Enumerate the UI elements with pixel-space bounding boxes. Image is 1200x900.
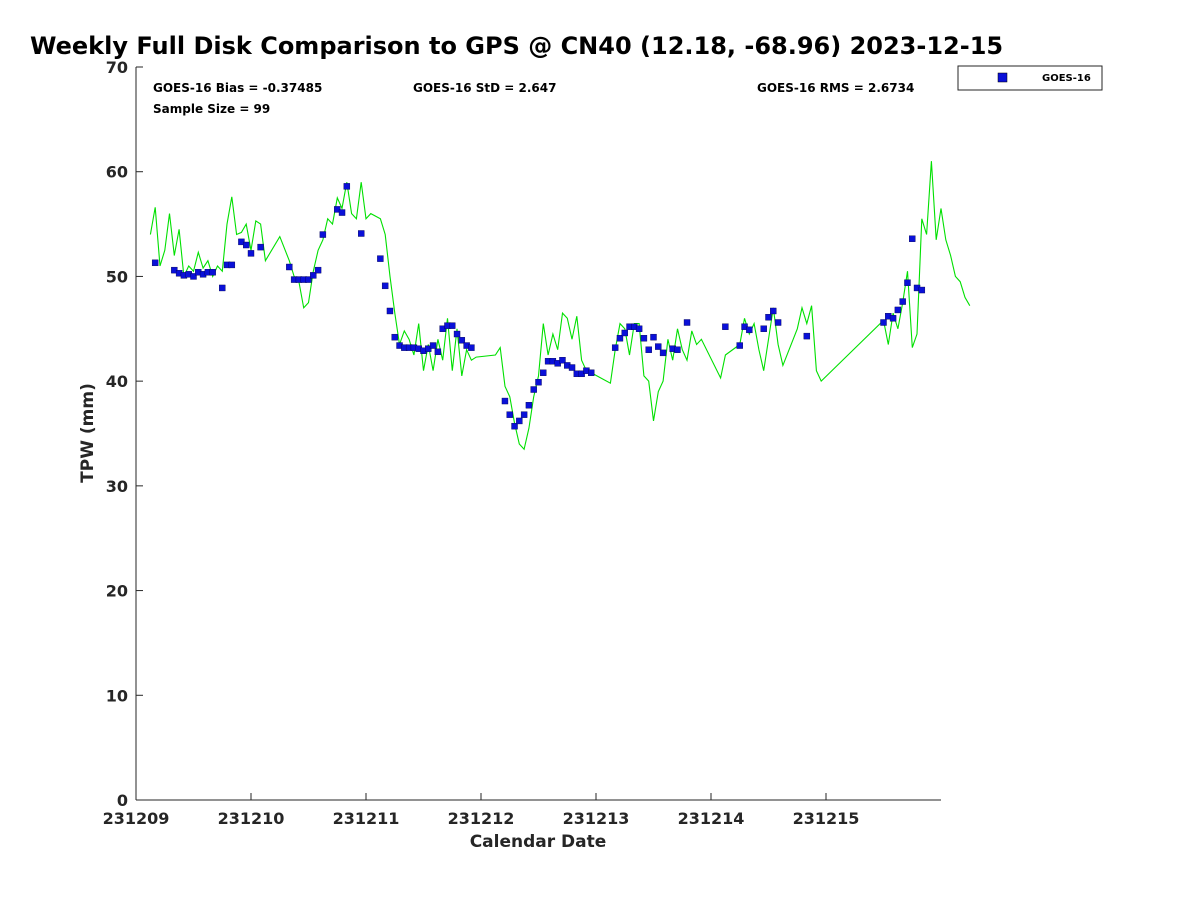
goes-series (151, 183, 926, 430)
goes-point (468, 344, 475, 351)
y-tick-label: 40 (106, 372, 128, 391)
goes-point (310, 272, 317, 279)
goes-point (736, 342, 743, 349)
goes-point (650, 333, 657, 341)
x-axis-ticks: 231209 231210 231211 231212 231213 231214 2312… (103, 793, 860, 828)
goes-point (391, 333, 398, 341)
goes-point (516, 417, 523, 425)
y-tick-label: 60 (106, 163, 128, 182)
goes-point (434, 348, 442, 356)
goes-point (645, 346, 652, 353)
goes-point (243, 241, 250, 249)
legend-label-goes: GOES-16 (1042, 73, 1091, 84)
goes-point (904, 279, 911, 286)
stat-sample-size: Sample Size = 99 (153, 102, 270, 116)
y-tick-label: 0 (117, 791, 128, 810)
x-tick-label: 231211 (333, 809, 400, 828)
goes-point (358, 230, 365, 237)
x-tick-label: 231212 (448, 809, 515, 828)
goes-point (247, 250, 255, 257)
goes-point (525, 402, 533, 409)
gps-line (149, 161, 971, 451)
goes-point (286, 263, 293, 271)
goes-point (803, 332, 811, 340)
goes-point (449, 322, 456, 329)
legend-box (957, 65, 1103, 91)
goes-point (880, 319, 887, 326)
x-tick-label: 231210 (218, 809, 285, 828)
goes-point (511, 422, 518, 430)
goes-point (209, 269, 216, 276)
goes-point (305, 276, 312, 283)
goes-point (386, 307, 394, 315)
stat-std: GOES-16 StD = 2.647 (413, 81, 556, 95)
goes-point (381, 282, 389, 290)
stat-bias: GOES-16 Bias = -0.37485 (153, 81, 322, 95)
x-tick-label: 231213 (563, 809, 630, 828)
goes-point (343, 183, 351, 190)
goes-point (683, 319, 691, 326)
goes-point (559, 357, 566, 364)
goes-point (899, 298, 906, 305)
goes-point (611, 344, 619, 351)
goes-point (774, 319, 782, 326)
y-axis-ticks: 0 10 20 30 40 50 60 70 (106, 58, 143, 810)
goes-point (190, 273, 197, 280)
goes-point (894, 306, 902, 314)
goes-point (506, 411, 513, 418)
y-tick-label: 70 (106, 58, 128, 77)
legend-marker-goes (997, 72, 1008, 83)
goes-point (722, 323, 729, 330)
goes-point (501, 397, 509, 405)
goes-point (616, 335, 624, 342)
goes-point (621, 329, 628, 337)
plot-area (136, 67, 941, 800)
goes-point (535, 378, 542, 386)
x-axis-label: Calendar Date (470, 832, 607, 852)
goes-point (659, 349, 667, 357)
x-tick-label: 231214 (678, 809, 745, 828)
x-tick-label: 231209 (103, 809, 170, 828)
gps-series (149, 161, 971, 451)
goes-point (151, 259, 159, 267)
goes-point (429, 342, 437, 349)
goes-point (588, 369, 595, 376)
x-tick-label: 231215 (793, 809, 860, 828)
y-tick-label: 50 (106, 267, 128, 286)
goes-point (530, 386, 537, 393)
goes-point (458, 337, 466, 344)
goes-point (746, 326, 753, 334)
goes-point (453, 330, 461, 338)
goes-point (228, 261, 236, 269)
y-tick-label: 10 (106, 686, 128, 705)
goes-point (674, 346, 681, 353)
goes-point (909, 235, 916, 242)
goes-point (568, 364, 576, 371)
y-tick-label: 30 (106, 477, 128, 496)
goes-point (635, 325, 643, 332)
goes-point (520, 411, 528, 418)
goes-point (765, 314, 772, 321)
goes-point (219, 284, 226, 292)
goes-point (338, 209, 346, 216)
y-tick-label: 20 (106, 582, 128, 601)
goes-point (640, 335, 648, 342)
goes-point (889, 315, 897, 322)
goes-point (655, 343, 662, 350)
goes-point (540, 369, 547, 376)
goes-point (770, 307, 777, 315)
goes-point (918, 286, 926, 294)
stat-rms: GOES-16 RMS = 2.6734 (757, 81, 914, 95)
goes-point (319, 231, 327, 238)
goes-point (257, 243, 264, 251)
legend: GOES-16 (957, 65, 1103, 91)
goes-point (760, 325, 767, 332)
y-axis-label: TPW (mm) (78, 383, 98, 483)
goes-point (377, 255, 384, 262)
goes-point (314, 266, 322, 274)
chart-title: Weekly Full Disk Comparison to GPS @ CN4… (30, 32, 1003, 60)
